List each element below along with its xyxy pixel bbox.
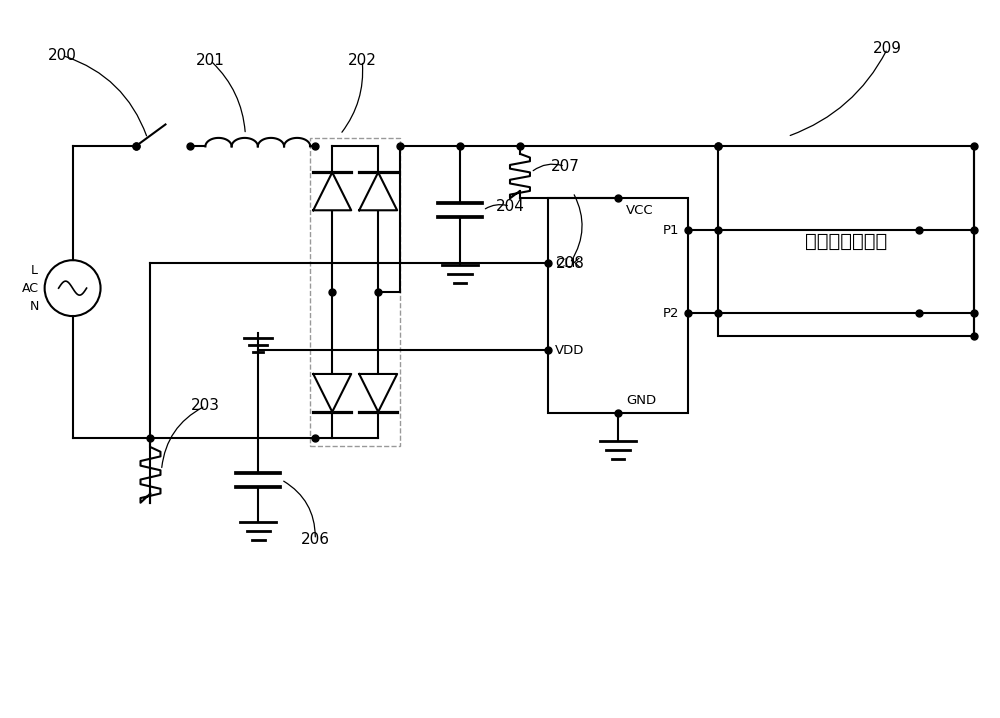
Text: 204: 204 [496, 199, 524, 214]
Text: L: L [31, 264, 38, 276]
Text: 202: 202 [348, 53, 377, 68]
Text: 双恒流电源系统: 双恒流电源系统 [805, 232, 887, 251]
Bar [718, 146, 974, 336]
Text: 207: 207 [550, 159, 579, 174]
Text: GND: GND [626, 394, 656, 407]
Polygon shape [359, 172, 397, 210]
Text: VDD: VDD [555, 343, 584, 357]
Text: 201: 201 [196, 53, 225, 68]
Polygon shape [313, 374, 351, 412]
Text: P1: P1 [663, 224, 680, 237]
Text: 203: 203 [191, 398, 220, 414]
Bar [548, 198, 688, 413]
Text: P2: P2 [663, 307, 680, 320]
Bar [310, 139, 400, 446]
Polygon shape [313, 172, 351, 210]
Text: CLK: CLK [555, 257, 580, 270]
Polygon shape [359, 374, 397, 412]
Text: 206: 206 [301, 532, 330, 547]
Text: VCC: VCC [626, 205, 653, 218]
Text: N: N [30, 299, 39, 312]
Text: 209: 209 [873, 41, 902, 56]
Text: 208: 208 [555, 256, 584, 271]
Text: AC: AC [22, 281, 39, 294]
Text: 200: 200 [48, 48, 77, 63]
